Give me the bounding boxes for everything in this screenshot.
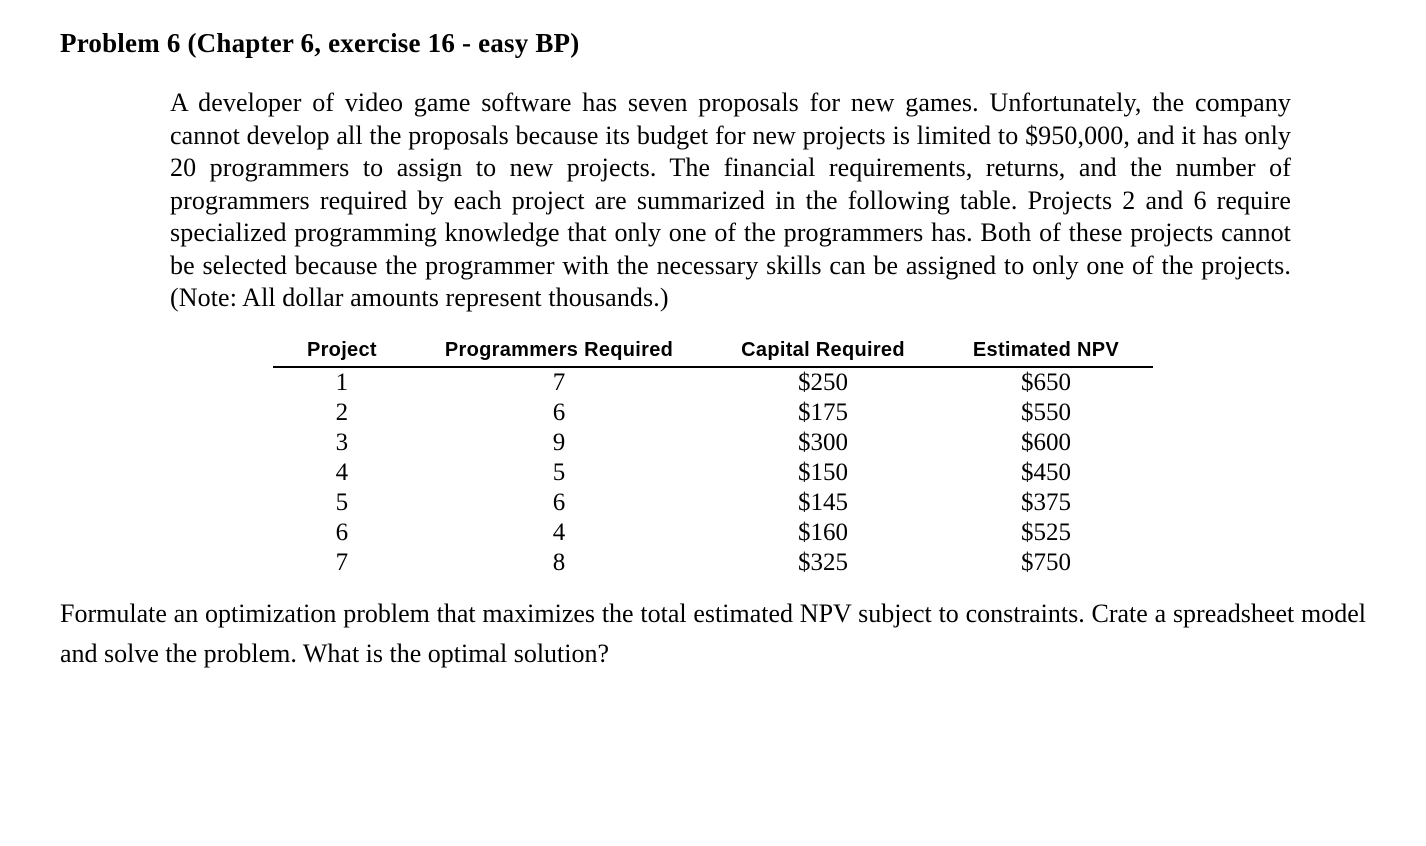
cell-capital: $150 [707, 458, 939, 488]
table-row: 1 7 $250 $650 [273, 367, 1153, 398]
cell-capital: $145 [707, 488, 939, 518]
cell-npv: $600 [939, 428, 1153, 458]
table-row: 6 4 $160 $525 [273, 518, 1153, 548]
table-row: 2 6 $175 $550 [273, 398, 1153, 428]
cell-project: 5 [273, 488, 411, 518]
cell-project: 3 [273, 428, 411, 458]
table-row: 3 9 $300 $600 [273, 428, 1153, 458]
cell-project: 1 [273, 367, 411, 398]
cell-project: 7 [273, 548, 411, 578]
cell-npv: $525 [939, 518, 1153, 548]
col-programmers: Programmers Required [411, 335, 707, 367]
cell-programmers: 5 [411, 458, 707, 488]
table-row: 7 8 $325 $750 [273, 548, 1153, 578]
cell-npv: $650 [939, 367, 1153, 398]
cell-capital: $160 [707, 518, 939, 548]
table-row: 5 6 $145 $375 [273, 488, 1153, 518]
cell-programmers: 7 [411, 367, 707, 398]
cell-project: 4 [273, 458, 411, 488]
cell-capital: $300 [707, 428, 939, 458]
cell-project: 2 [273, 398, 411, 428]
cell-capital: $325 [707, 548, 939, 578]
problem-title: Problem 6 (Chapter 6, exercise 16 - easy… [60, 28, 1366, 59]
col-project: Project [273, 335, 411, 367]
cell-capital: $175 [707, 398, 939, 428]
table-header-row: Project Programmers Required Capital Req… [273, 335, 1153, 367]
cell-project: 6 [273, 518, 411, 548]
cell-npv: $750 [939, 548, 1153, 578]
cell-programmers: 6 [411, 398, 707, 428]
cell-programmers: 6 [411, 488, 707, 518]
problem-statement: A developer of video game software has s… [170, 87, 1291, 315]
cell-programmers: 8 [411, 548, 707, 578]
cell-capital: $250 [707, 367, 939, 398]
cell-programmers: 9 [411, 428, 707, 458]
cell-programmers: 4 [411, 518, 707, 548]
col-npv: Estimated NPV [939, 335, 1153, 367]
col-capital: Capital Required [707, 335, 939, 367]
problem-question: Formulate an optimization problem that m… [60, 594, 1366, 675]
projects-table: Project Programmers Required Capital Req… [273, 335, 1153, 578]
cell-npv: $450 [939, 458, 1153, 488]
table-row: 4 5 $150 $450 [273, 458, 1153, 488]
cell-npv: $375 [939, 488, 1153, 518]
cell-npv: $550 [939, 398, 1153, 428]
